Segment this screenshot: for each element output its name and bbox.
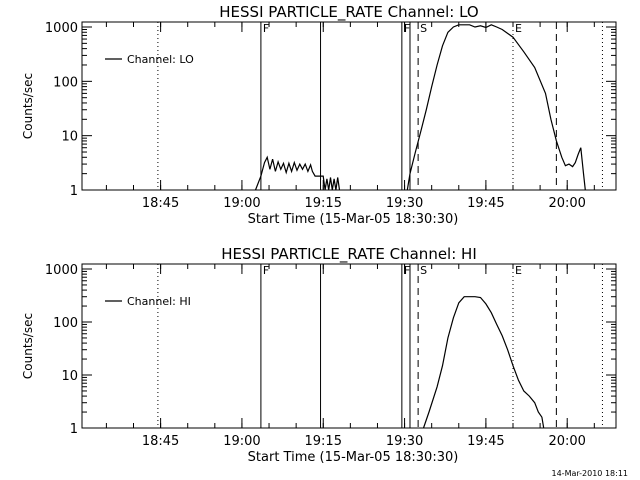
panel-2-marker-label: S (420, 264, 427, 277)
panel-2-y-tick-label: 100 (53, 316, 78, 331)
footer-timestamp: 14-Mar-2010 18:11 (551, 469, 629, 478)
panel-1-x-tick-label: 19:00 (223, 196, 260, 211)
panel-1-y-axis-label: Counts/sec (21, 73, 35, 139)
panel-2-plot-frame (81, 263, 617, 429)
panel-2-y-axis-label: Counts/sec (21, 313, 35, 379)
panel-1-legend-label: Channel: LO (127, 53, 194, 66)
panel-2-x-tick-label: 18:45 (142, 434, 179, 449)
panel-1-x-axis-label: Start Time (15-Mar-05 18:30:30) (248, 212, 459, 227)
panel-2-legend-label: Channel: HI (127, 295, 191, 308)
panel-2-series-line (422, 296, 545, 429)
panel-1-marker-label: F (404, 22, 410, 35)
panel-1-chart-title: HESSI PARTICLE_RATE Channel: LO (219, 3, 478, 22)
panel-1-x-tick-label: 19:30 (386, 196, 423, 211)
panel-1-marker-label: E (515, 22, 522, 35)
panel-1-y-tick-label: 1 (70, 184, 78, 199)
panel-2-y-tick-label: 1000 (45, 263, 78, 278)
panel-2-x-tick-label: 19:15 (305, 434, 342, 449)
panel-2-x-axis-label: Start Time (15-Mar-05 18:30:30) (248, 450, 459, 465)
panel-1-y-tick-label: 1000 (45, 21, 78, 36)
panel-1-x-tick-label: 18:45 (142, 196, 179, 211)
panel-2-x-tick-label: 19:45 (467, 434, 504, 449)
panel-1-x-tick-label: 20:00 (548, 196, 585, 211)
panel-1-marker-label: S (420, 22, 427, 35)
panel-1-x-tick-label: 19:15 (305, 196, 342, 211)
panel-1-series-line (406, 24, 586, 191)
panel-2-marker-label: E (515, 264, 522, 277)
panel-1-marker-label: F (263, 22, 269, 35)
panel-2-x-tick-label: 19:30 (386, 434, 423, 449)
panel-2-chart-title: HESSI PARTICLE_RATE Channel: HI (221, 245, 477, 264)
panel-1-series-line (254, 155, 341, 191)
panel-2-x-tick-label: 19:00 (223, 434, 260, 449)
panel-1-y-tick-label: 10 (61, 130, 78, 145)
panel-2-y-tick-label: 10 (61, 369, 78, 384)
panel-2-x-tick-label: 20:00 (548, 434, 585, 449)
panel-1-plot-frame (81, 21, 617, 191)
panel-2-marker-label: F (263, 264, 269, 277)
panel-2-y-tick-label: 1 (70, 422, 78, 437)
panel-1-y-tick-label: 100 (53, 75, 78, 90)
panel-2-marker-label: F (404, 264, 410, 277)
panel-1-x-tick-label: 19:45 (467, 196, 504, 211)
